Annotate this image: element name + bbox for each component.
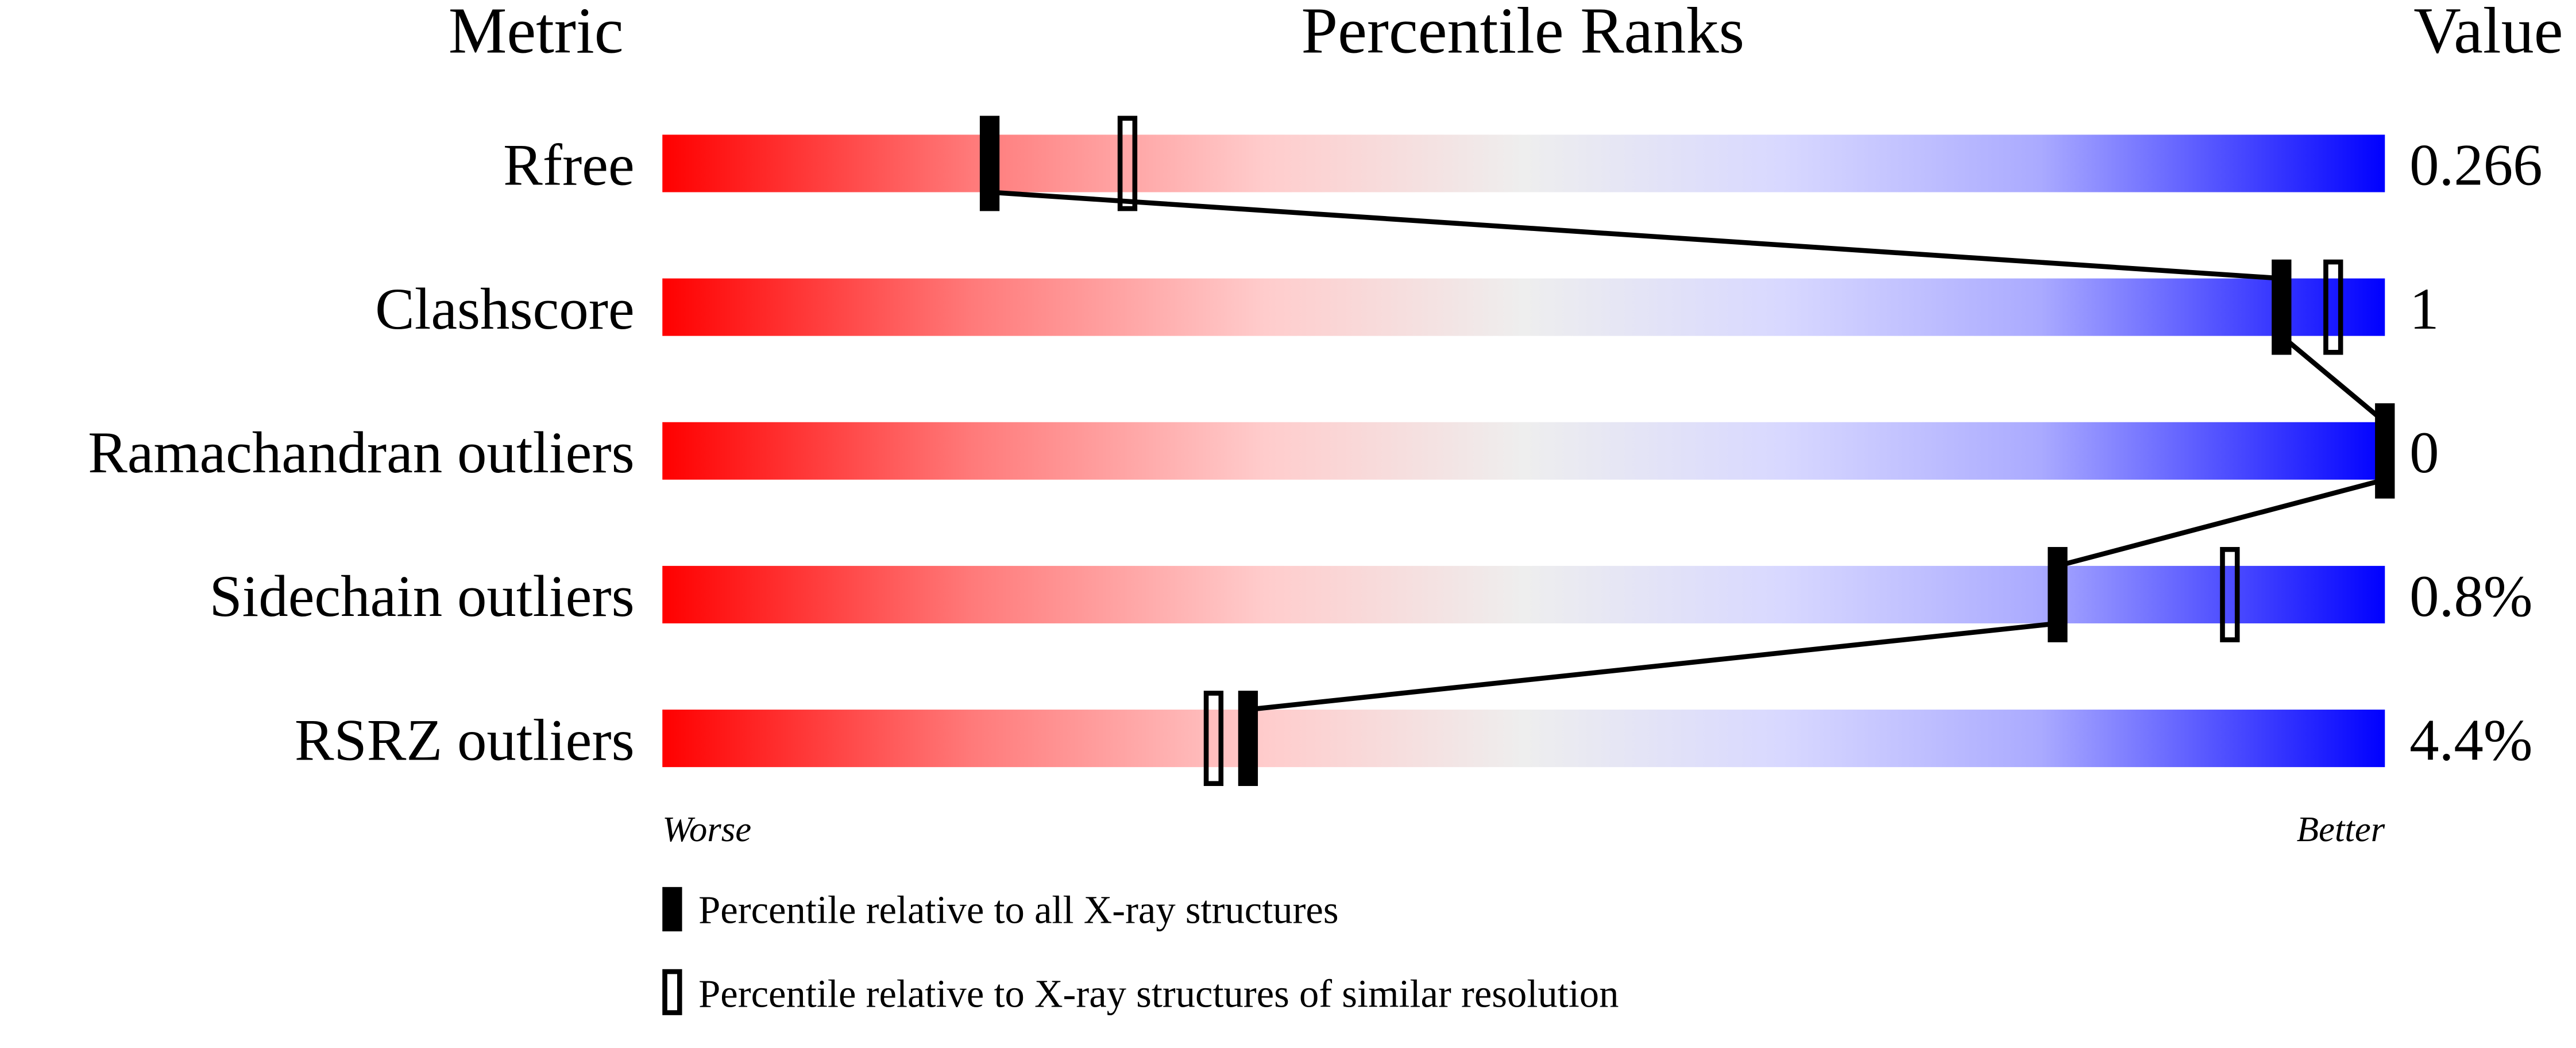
legend-label-similar: Percentile relative to X-ray structures …	[698, 972, 1619, 1016]
axis-label-better: Better	[2297, 809, 2385, 849]
percentile-bar-rfree	[662, 134, 2385, 192]
legend-label-all: Percentile relative to all X-ray structu…	[698, 888, 1338, 932]
metric-label-rsrz-outliers: RSRZ outliers	[295, 707, 635, 773]
marker-all-ramachandran-outliers	[2375, 403, 2395, 499]
metric-label-sidechain-outliers: Sidechain outliers	[209, 564, 634, 629]
header-metric: Metric	[449, 0, 624, 67]
percentile-bar-ramachandran-outliers	[662, 422, 2385, 480]
header-percentile-ranks: Percentile Ranks	[1301, 0, 1745, 67]
legend-filled-marker	[662, 887, 682, 932]
marker-similar-rsrz-outliers	[1203, 691, 1224, 786]
marker-all-clashscore	[2272, 259, 2292, 355]
metric-value-sidechain-outliers: 0.8%	[2409, 564, 2532, 629]
percentile-bar-clashscore	[662, 278, 2385, 336]
metric-value-clashscore: 1	[2409, 276, 2439, 342]
legend: Percentile relative to all X-ray structu…	[662, 887, 1619, 1016]
percentile-bar-sidechain-outliers	[662, 565, 2385, 623]
marker-similar-sidechain-outliers	[2220, 547, 2240, 642]
metric-label-ramachandran-outliers: Ramachandran outliers	[88, 420, 635, 486]
metric-value-rsrz-outliers: 4.4%	[2409, 707, 2532, 773]
marker-all-rsrz-outliers	[1238, 691, 1258, 786]
marker-all-rfree	[979, 115, 1000, 211]
metric-value-ramachandran-outliers: 0	[2409, 420, 2439, 486]
header-value: Value	[2413, 0, 2563, 67]
marker-similar-clashscore	[2323, 259, 2343, 355]
axis-label-worse: Worse	[662, 809, 751, 849]
metric-label-clashscore: Clashscore	[375, 276, 635, 342]
metric-value-rfree: 0.266	[2409, 133, 2543, 198]
metric-label-rfree: Rfree	[503, 133, 635, 198]
legend-open-marker	[662, 969, 682, 1015]
marker-similar-rfree	[1117, 115, 1138, 211]
percentile-bar-rsrz-outliers	[662, 710, 2385, 768]
marker-all-sidechain-outliers	[2048, 547, 2068, 642]
